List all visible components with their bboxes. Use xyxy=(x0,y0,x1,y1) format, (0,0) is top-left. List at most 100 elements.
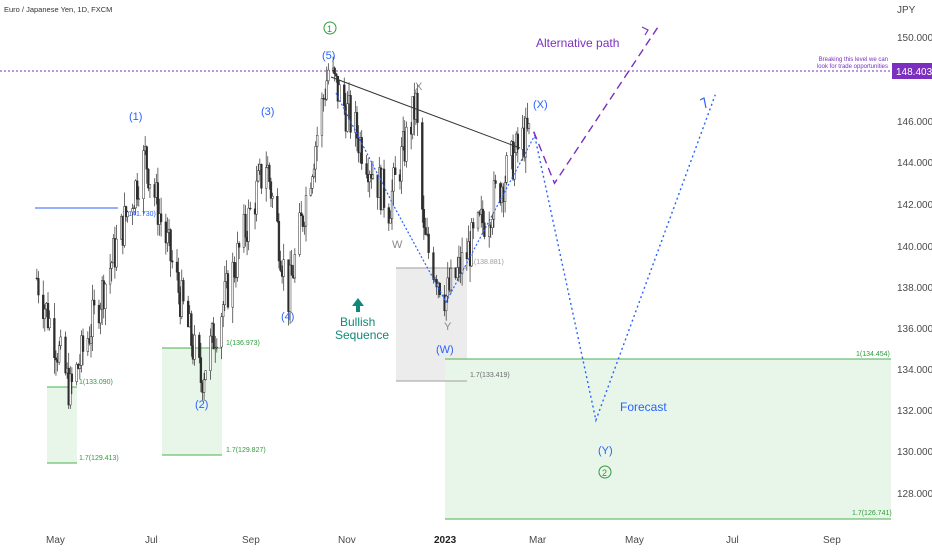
candle-body xyxy=(387,207,390,224)
candle-body xyxy=(193,334,196,360)
candle-body xyxy=(268,164,271,182)
candle-body xyxy=(365,163,368,175)
y-tick-146: 146.000 xyxy=(897,117,932,128)
candle-body xyxy=(249,207,252,210)
breaking-note-1: Breaking this level we can xyxy=(819,57,888,63)
candle-body xyxy=(288,264,292,312)
level-label-4: 1.7(129.827) xyxy=(226,447,266,454)
candle-body xyxy=(190,313,193,347)
candle-body xyxy=(320,98,324,136)
candle-body xyxy=(202,379,206,393)
fib-box-1 xyxy=(47,387,77,463)
y-axis[interactable]: 150.000 146.000 144.000 142.000 140.000 … xyxy=(897,33,932,500)
candle-body xyxy=(432,252,435,280)
candle-body xyxy=(257,170,260,182)
candle-body xyxy=(325,80,328,100)
wave-2-label: (2) xyxy=(195,399,208,411)
candle-body xyxy=(405,126,408,162)
candle-body xyxy=(233,262,236,278)
y-tick-138: 138.000 xyxy=(897,283,932,294)
candle-body xyxy=(360,137,363,164)
candle-body xyxy=(314,146,317,170)
candle-body xyxy=(226,273,230,308)
candle-body xyxy=(237,243,241,248)
candle-body xyxy=(392,167,395,192)
y-label: Y xyxy=(444,321,452,333)
candle-body xyxy=(494,180,497,184)
candle-body xyxy=(199,357,203,383)
price-marker xyxy=(892,63,932,79)
candle-body xyxy=(59,336,62,347)
wave-3-label: (3) xyxy=(261,106,274,118)
candle-body xyxy=(42,294,45,319)
candle-body xyxy=(400,146,403,182)
candle-body xyxy=(516,133,519,150)
candle-body xyxy=(89,336,93,344)
candle-body xyxy=(244,213,247,238)
circle-2-label: 2 xyxy=(602,468,607,478)
x-tick-may: May xyxy=(46,535,65,546)
candle-body xyxy=(390,190,394,219)
level-label-1: 1(133.090) xyxy=(79,379,113,386)
alternative-path xyxy=(533,24,661,185)
candle-body xyxy=(99,309,102,324)
candle-body xyxy=(316,134,319,147)
candle-body xyxy=(491,218,494,229)
candle-body xyxy=(204,370,207,380)
level-label-7: 1.7(133.419) xyxy=(470,372,510,379)
candle-body xyxy=(389,218,392,224)
candle-body xyxy=(311,176,314,189)
candle-body xyxy=(124,206,128,217)
candle-body xyxy=(416,92,419,123)
x-label: X xyxy=(415,81,423,93)
level-label-6: 1(138.881) xyxy=(470,259,504,266)
x-tick-nov: Nov xyxy=(338,535,356,546)
wxy-path xyxy=(335,92,537,304)
candle-body xyxy=(279,260,282,271)
candle-body xyxy=(75,364,78,382)
wave-y-label: (Y) xyxy=(598,445,613,457)
trendline[interactable] xyxy=(330,76,521,149)
candle-body xyxy=(481,208,484,224)
candle-body xyxy=(145,146,148,170)
level-label-8: 1(134.454) xyxy=(856,351,890,358)
candle-body xyxy=(136,180,139,200)
candle-body xyxy=(327,69,330,82)
candle-body xyxy=(214,347,217,350)
x-axis[interactable]: May Jul Sep Nov 2023 Mar May Jul Sep xyxy=(46,535,841,546)
candle-body xyxy=(445,295,448,312)
candle-body xyxy=(81,335,85,352)
wave-x-label: (X) xyxy=(533,99,548,111)
forecast-path xyxy=(533,94,716,423)
candle-body xyxy=(276,196,279,222)
level-label-9: 1.7(126.741) xyxy=(852,510,892,517)
fib-box-2 xyxy=(162,348,222,455)
candle-body xyxy=(159,213,163,223)
candle-body xyxy=(371,174,375,179)
candle-body xyxy=(513,152,516,180)
candle-body xyxy=(301,215,304,227)
candle-body xyxy=(470,222,473,267)
y-tick-150: 150.000 xyxy=(897,33,932,44)
candle-body xyxy=(309,188,312,196)
candle-body xyxy=(247,207,250,242)
candle-body xyxy=(282,259,285,277)
level-label-5: 1(141.730) xyxy=(122,211,156,218)
candle-body xyxy=(346,103,349,132)
candle-body xyxy=(48,318,51,329)
circle-1-marker xyxy=(323,21,337,35)
candle-body xyxy=(70,373,74,382)
candle-body xyxy=(110,262,113,269)
bullish-label: Bullish xyxy=(340,315,375,329)
candle-body xyxy=(269,181,273,199)
candle-body xyxy=(527,123,531,129)
candle-body xyxy=(343,84,346,107)
candle-body xyxy=(86,338,89,352)
sequence-label: Sequence xyxy=(335,328,389,342)
candle-body xyxy=(483,222,486,237)
candle-body xyxy=(349,95,352,133)
alternative-path-label: Alternative path xyxy=(536,36,619,50)
wave-w-label: (W) xyxy=(436,344,454,356)
